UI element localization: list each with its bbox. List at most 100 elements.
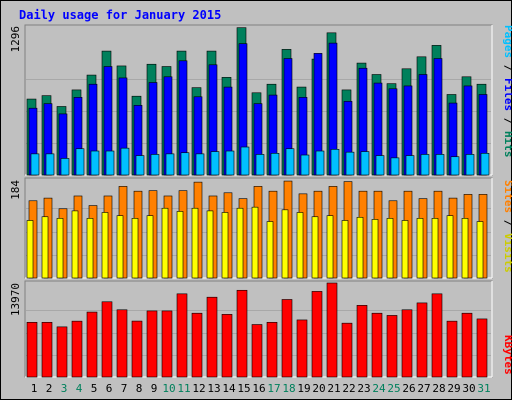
- pages-bar-day-1: [30, 153, 40, 176]
- legend-visits: Visits: [502, 233, 512, 273]
- kbytes-bar-day-3: [56, 326, 68, 378]
- pages-bar-day-9: [150, 154, 160, 176]
- visits-panel: 184 Sites / Visits: [9, 177, 512, 279]
- sites-bar-day-4: [71, 210, 79, 279]
- pages-bar-day-30: [465, 154, 475, 176]
- sites-bar-day-2: [41, 216, 49, 279]
- kbytes-ymax-label: 13970: [9, 283, 22, 316]
- pages-bar-day-24: [375, 155, 385, 176]
- visits-legend: Sites / Visits: [502, 180, 512, 273]
- day-label-30: 30: [462, 382, 475, 395]
- sites-bar-day-29: [446, 215, 454, 279]
- kbytes-bar-day-16: [251, 324, 263, 378]
- pages-bar-day-6: [105, 150, 115, 176]
- pages-bar-day-19: [300, 154, 310, 176]
- day-label-17: 17: [267, 382, 280, 395]
- pages-bar-day-23: [360, 151, 370, 176]
- pages-bar-day-13: [210, 151, 220, 176]
- day-label-6: 6: [106, 382, 113, 395]
- sites-bar-day-20: [311, 216, 319, 279]
- pages-bar-day-20: [315, 150, 325, 176]
- legend-sep-1: /: [502, 58, 512, 78]
- day-label-18: 18: [282, 382, 295, 395]
- sites-bar-day-28: [431, 218, 439, 279]
- sites-bar-day-6: [101, 212, 109, 279]
- pages-bar-day-26: [405, 155, 415, 176]
- day-label-2: 2: [46, 382, 53, 395]
- kbytes-bar-day-19: [296, 319, 308, 378]
- day-label-13: 13: [207, 382, 220, 395]
- day-label-23: 23: [357, 382, 370, 395]
- sites-bar-day-12: [191, 207, 199, 279]
- sites-bar-day-19: [296, 212, 304, 279]
- sites-bar-day-11: [176, 211, 184, 279]
- sites-bar-day-22: [341, 220, 349, 279]
- kbytes-bar-day-2: [41, 321, 53, 378]
- kbytes-bar-day-15: [236, 289, 248, 378]
- sites-bar-day-9: [146, 215, 154, 279]
- kbytes-bar-day-31: [476, 318, 488, 378]
- pages-bar-day-15: [240, 146, 250, 176]
- sites-bar-day-7: [116, 215, 124, 279]
- pages-bar-day-17: [270, 153, 280, 176]
- kbytes-bar-day-27: [416, 302, 428, 378]
- day-label-10: 10: [162, 382, 175, 395]
- kbytes-bar-day-18: [281, 299, 293, 378]
- kbytes-bar-day-17: [266, 321, 278, 378]
- pages-bar-day-31: [480, 153, 490, 176]
- day-label-1: 1: [31, 382, 38, 395]
- kbytes-bar-day-12: [191, 312, 203, 378]
- kbytes-bar-day-26: [401, 309, 413, 378]
- legend-kbytes: KBytes: [502, 335, 512, 375]
- sites-bar-day-21: [326, 215, 334, 279]
- day-label-3: 3: [61, 382, 68, 395]
- pages-bar-day-4: [75, 148, 85, 176]
- day-label-11: 11: [177, 382, 190, 395]
- pages-bar-day-11: [180, 152, 190, 176]
- sites-bar-day-15: [236, 207, 244, 279]
- visits-ymax-label: 184: [9, 180, 22, 200]
- day-label-16: 16: [252, 382, 265, 395]
- kbytes-legend: KBytes: [502, 335, 512, 375]
- kbytes-bar-day-25: [386, 315, 398, 378]
- pages-bar-day-12: [195, 153, 205, 176]
- sites-bar-day-30: [461, 218, 469, 279]
- day-label-25: 25: [387, 382, 400, 395]
- day-labels: 1 2 3 4 5 6 7 8 9 10 11 12 13 14 15 16 17 18 19 20 21 22 23 24 2…: [31, 382, 491, 395]
- day-label-29: 29: [447, 382, 460, 395]
- sites-bar-day-5: [86, 218, 94, 279]
- pages-bar-day-2: [45, 153, 55, 176]
- sites-bar-day-31: [476, 221, 484, 279]
- legend-sep-2: /: [502, 111, 512, 131]
- pages-bar-day-25: [390, 157, 400, 176]
- kbytes-bar-day-21: [326, 282, 338, 378]
- sites-bar-day-26: [401, 220, 409, 279]
- kbytes-bar-day-1: [26, 321, 38, 378]
- sites-bar-day-8: [131, 218, 139, 279]
- sites-bar-day-16: [251, 206, 259, 279]
- day-label-20: 20: [312, 382, 325, 395]
- legend-hits: Hits: [502, 131, 512, 158]
- kbytes-bar-day-4: [71, 320, 83, 378]
- pages-bar-day-8: [135, 155, 145, 176]
- pages-bar-day-3: [60, 158, 70, 176]
- kbytes-bar-day-8: [131, 320, 143, 378]
- hits-legend: Pages / Files / Hits: [502, 25, 512, 158]
- kbytes-bar-day-11: [176, 293, 188, 378]
- pages-bar-day-21: [330, 149, 340, 176]
- pages-bar-day-27: [420, 154, 430, 176]
- sites-bar-day-27: [416, 218, 424, 279]
- day-label-26: 26: [402, 382, 415, 395]
- hits-panel: 1296 Pages / Files / Hits: [9, 24, 512, 176]
- kbytes-bar-day-7: [116, 309, 128, 378]
- sites-bar-day-25: [386, 218, 394, 279]
- kbytes-bar-day-23: [356, 305, 368, 378]
- pages-bar-day-29: [450, 156, 460, 176]
- kbytes-bar-day-29: [446, 320, 458, 378]
- legend-sep-3: /: [502, 213, 512, 233]
- pages-bar-day-10: [165, 153, 175, 176]
- kbytes-bar-day-14: [221, 314, 233, 378]
- kbytes-bar-day-6: [101, 301, 113, 378]
- day-label-28: 28: [432, 382, 445, 395]
